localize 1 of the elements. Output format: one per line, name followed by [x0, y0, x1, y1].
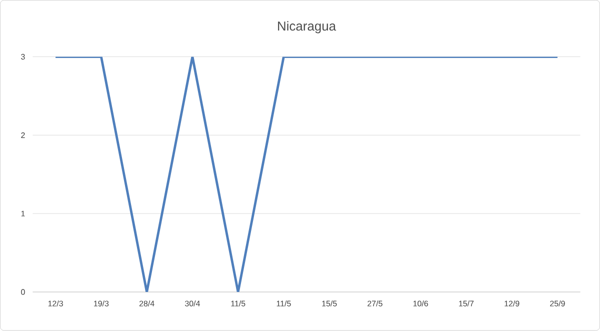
- chart-title: Nicaragua: [278, 21, 336, 34]
